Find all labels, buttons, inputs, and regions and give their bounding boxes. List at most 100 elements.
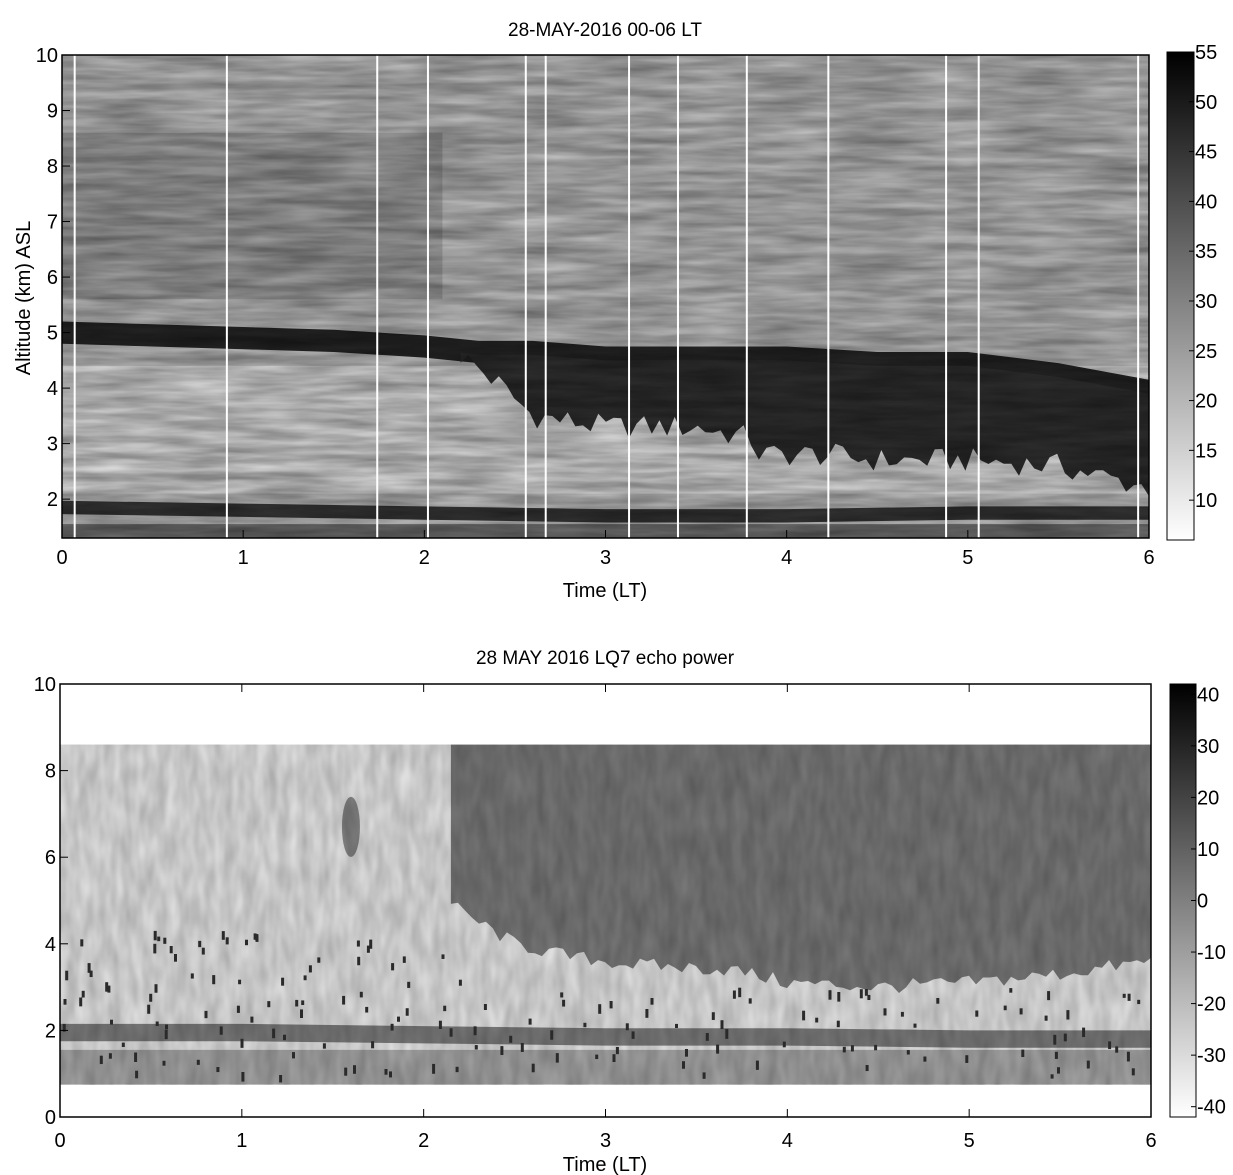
p1-colorbar-tick-label: 20 xyxy=(1195,391,1217,413)
p2-speckle xyxy=(153,930,157,941)
p2-speckle xyxy=(147,1004,151,1014)
p2-speckle xyxy=(828,990,832,1000)
p1-y-tick-label: 9 xyxy=(47,101,58,123)
p2-speckle xyxy=(301,1000,305,1006)
p2-x-tick-label: 3 xyxy=(600,1130,611,1152)
p2-x-tick-label: 1 xyxy=(236,1130,247,1152)
p2-speckle xyxy=(550,1030,554,1040)
p2-speckle xyxy=(923,1056,927,1062)
p2-colorbar-tick-label: 20 xyxy=(1197,787,1219,809)
p1-gap-line xyxy=(676,55,679,538)
p2-speckle xyxy=(344,1067,348,1076)
p2-speckle xyxy=(449,1028,453,1037)
p2-speckle xyxy=(110,1019,113,1025)
p2-speckle xyxy=(169,946,173,954)
p1-colorbar-tick-label: 15 xyxy=(1195,440,1217,462)
p2-speckle xyxy=(196,1059,200,1065)
p2-colorbar-tick-label: 40 xyxy=(1197,684,1219,706)
p2-speckle xyxy=(598,1004,602,1014)
p2-speckle xyxy=(850,1045,854,1052)
panel-2-y-axis: 0 2 4 6 8 10 xyxy=(34,674,68,1129)
p2-speckle xyxy=(371,1041,375,1049)
p2-speckle xyxy=(867,994,871,1000)
p2-speckle xyxy=(405,1008,409,1016)
p1-x-tick-label: 5 xyxy=(962,547,973,569)
p2-colorbar-tick-label: -20 xyxy=(1197,994,1226,1016)
p2-speckle xyxy=(389,1071,392,1078)
p2-y-tick-label: 4 xyxy=(45,934,56,956)
p2-speckle xyxy=(267,1001,271,1008)
p2-speckle xyxy=(154,984,158,993)
p2-speckle xyxy=(562,999,566,1007)
p2-speckle xyxy=(1066,1010,1070,1020)
p2-y-tick-label: 8 xyxy=(45,761,56,783)
p2-speckle xyxy=(1003,1005,1007,1011)
p2-speckle xyxy=(864,989,868,996)
p2-speckle xyxy=(473,1026,477,1036)
p2-speckle xyxy=(936,998,940,1004)
p2-speckle xyxy=(153,943,157,954)
p2-speckle xyxy=(80,939,84,947)
p2-speckle xyxy=(281,977,285,986)
panel-1-x-axis: 0 1 2 3 4 5 6 xyxy=(56,530,1155,569)
p2-speckle xyxy=(157,936,161,942)
p1-gap-line xyxy=(376,55,379,538)
p2-speckle xyxy=(295,999,299,1007)
p2-speckle xyxy=(300,1009,303,1018)
p2-speckle xyxy=(390,1023,394,1031)
panel-2-texture xyxy=(60,744,1151,1085)
p1-x-tick-label: 2 xyxy=(419,547,430,569)
p2-speckle xyxy=(865,1065,869,1072)
p2-speckle xyxy=(1063,1033,1067,1042)
p2-speckle xyxy=(1044,1015,1048,1021)
p2-speckle xyxy=(391,963,395,971)
p1-y-tick-label: 7 xyxy=(47,212,58,234)
p2-speckle xyxy=(198,940,202,948)
panel-1-colorbar xyxy=(1166,51,1195,541)
p2-speckle xyxy=(702,1072,706,1079)
p2-speckle xyxy=(483,1004,487,1010)
p2-speckle xyxy=(204,1010,208,1019)
p2-speckle xyxy=(509,1035,513,1043)
p2-speckle xyxy=(81,990,85,998)
panel-1-x-axis-label: Time (LT) xyxy=(563,580,647,602)
p1-gap-line xyxy=(225,55,228,538)
p1-gap-line xyxy=(1137,55,1140,538)
p2-noise xyxy=(60,744,1151,1085)
p1-colorbar-tick-label: 10 xyxy=(1195,490,1217,512)
p2-speckle xyxy=(500,1046,504,1056)
p2-speckle xyxy=(236,1005,240,1013)
p1-y-tick-label: 3 xyxy=(47,434,58,456)
p2-y-tick-label: 6 xyxy=(45,847,56,869)
p1-colorbar-tick-label: 35 xyxy=(1195,241,1217,263)
p2-speckle xyxy=(612,1054,616,1063)
p2-speckle xyxy=(555,1053,559,1063)
p2-speckle xyxy=(1053,1034,1057,1045)
p1-x-tick-label: 6 xyxy=(1143,547,1154,569)
p2-speckle xyxy=(609,1001,613,1009)
panel-2-plot-area xyxy=(60,684,1151,1117)
p1-gap-line xyxy=(73,55,76,538)
p1-colorbar-tick-label: 30 xyxy=(1195,291,1217,313)
p1-x-tick-label: 4 xyxy=(781,547,792,569)
panel-1-title: 28-MAY-2016 00-06 LT xyxy=(508,20,702,41)
p2-speckle xyxy=(283,1034,286,1041)
p2-speckle xyxy=(528,1018,532,1025)
p2-colorbar-tick-label: -30 xyxy=(1197,1045,1226,1067)
p1-y-tick-label: 10 xyxy=(36,45,58,67)
p2-speckle xyxy=(1050,1074,1054,1079)
p2-speckle xyxy=(216,1067,220,1073)
p2-speckle xyxy=(842,1046,846,1053)
p2-speckle xyxy=(255,935,259,942)
p2-speckle xyxy=(1009,988,1013,993)
p2-speckle xyxy=(292,1052,295,1059)
p2-y-tick-label: 0 xyxy=(45,1107,56,1129)
p2-speckle xyxy=(174,954,177,962)
p1-gap-line xyxy=(745,55,748,538)
p2-speckle xyxy=(716,1044,720,1054)
p2-speckle xyxy=(221,931,225,940)
p2-colorbar-tick-label: -10 xyxy=(1197,942,1226,964)
panel-2-colorbar-ticks: -40 -30 -20 -10 0 10 20 30 40 xyxy=(1191,684,1226,1119)
